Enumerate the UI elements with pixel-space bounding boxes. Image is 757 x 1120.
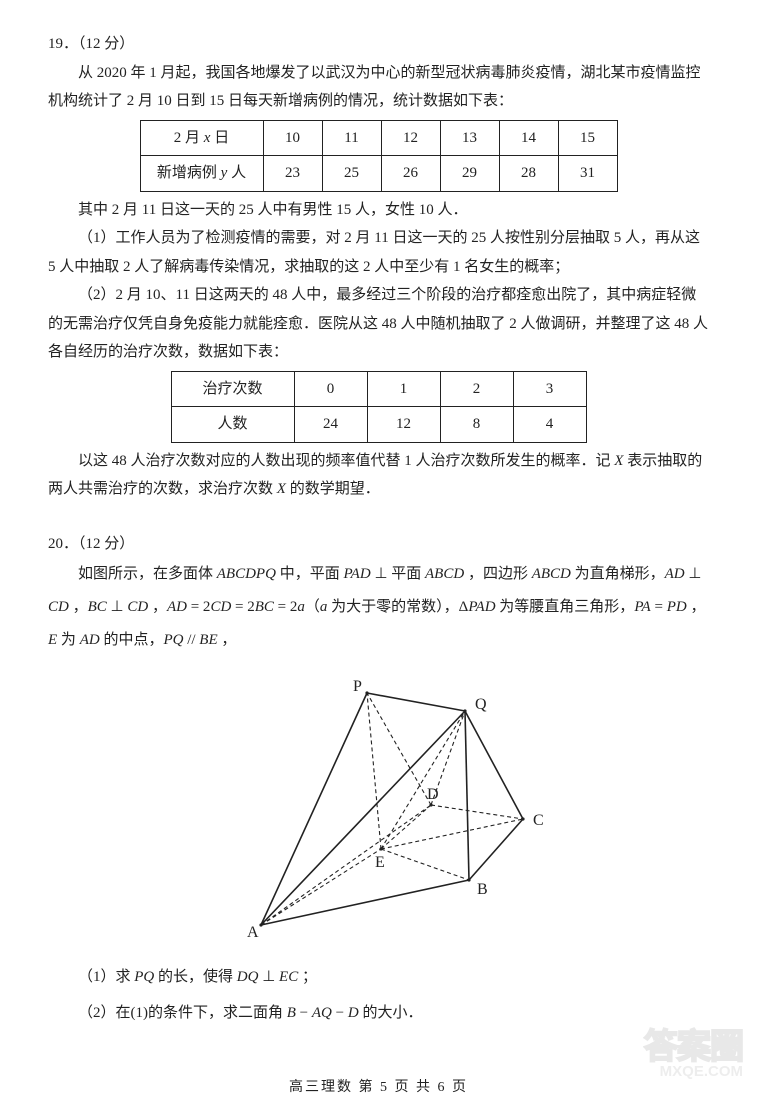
q19-para2: 其中 2 月 11 日这一天的 25 人中有男性 15 人，女性 10 人． xyxy=(48,196,709,225)
t1-r2-c6: 31 xyxy=(558,156,617,192)
q20-points: （12 分） xyxy=(78,536,134,552)
q19-table1: 2 月 x 日 10 11 12 13 14 15 新增病例 y 人 23 25… xyxy=(140,120,618,192)
t1-r1-c2: 11 xyxy=(322,120,381,156)
t1-r1-c1: 10 xyxy=(263,120,322,156)
t2-r2-label: 人数 xyxy=(171,407,294,443)
t1-r2-c2: 25 xyxy=(322,156,381,192)
q19-sub1: （1）工作人员为了检测疫情的需要，对 2 月 11 日这一天的 25 人按性别分… xyxy=(48,224,709,281)
q19-sub2b: 以这 48 人治疗次数对应的人数出现的频率值代替 1 人治疗次数所发生的概率．记… xyxy=(48,447,709,504)
svg-text:P: P xyxy=(353,678,362,695)
t1-r2-c3: 26 xyxy=(381,156,440,192)
t2-r2-c2: 12 xyxy=(367,407,440,443)
page-footer: 高三理数 第 5 页 共 6 页 xyxy=(0,1075,757,1102)
q20-number: 20 xyxy=(48,536,63,552)
t2-r2-c1: 24 xyxy=(294,407,367,443)
svg-text:A: A xyxy=(247,924,259,941)
t1-r1-c6: 15 xyxy=(558,120,617,156)
q20-sub2: （2）在(1)的条件下，求二面角 B − AQ − D 的大小． xyxy=(48,999,709,1028)
t1-r1-c4: 13 xyxy=(440,120,499,156)
t2-r1-c1: 0 xyxy=(294,371,367,407)
q19-points: （12 分） xyxy=(78,36,134,52)
watermark-main: 答案圈 xyxy=(593,1032,743,1062)
t2-r1-label: 治疗次数 xyxy=(171,371,294,407)
svg-text:Q: Q xyxy=(475,696,487,713)
q19-para1: 从 2020 年 1 月起，我国各地爆发了以武汉为中心的新型冠状病毒肺炎疫情，湖… xyxy=(48,59,709,116)
t2-r1-c3: 2 xyxy=(440,371,513,407)
question-20: 20．（12 分） 如图所示，在多面体 ABCDPQ 中，平面 PAD ⊥ 平面… xyxy=(48,530,709,1028)
t1-r2-label: 新增病例 y 人 xyxy=(140,156,263,192)
t1-r2-c4: 29 xyxy=(440,156,499,192)
q20-para: 如图所示，在多面体 ABCDPQ 中，平面 PAD ⊥ 平面 ABCD ，四边形… xyxy=(48,558,709,657)
t1-r2-c1: 23 xyxy=(263,156,322,192)
svg-text:E: E xyxy=(375,854,385,871)
q19-sub2a: （2）2 月 10、11 日这两天的 48 人中，最多经过三个阶段的治疗都痊愈出… xyxy=(48,281,709,367)
t2-r2-c4: 4 xyxy=(513,407,586,443)
q20-header: 20．（12 分） xyxy=(48,530,709,559)
t1-r2-c5: 28 xyxy=(499,156,558,192)
q20-sub1: （1）求 PQ 的长，使得 DQ ⊥ EC ； xyxy=(48,963,709,992)
polyhedron-diagram: A E B D C P Q xyxy=(169,663,589,948)
t1-r1-c3: 12 xyxy=(381,120,440,156)
q19-number: 19 xyxy=(48,36,63,52)
q19-table2: 治疗次数 0 1 2 3 人数 24 12 8 4 xyxy=(171,371,587,443)
t2-r1-c4: 3 xyxy=(513,371,586,407)
q20-figure: A E B D C P Q xyxy=(48,663,709,959)
svg-text:D: D xyxy=(427,786,439,803)
t1-r1-c5: 14 xyxy=(499,120,558,156)
svg-text:C: C xyxy=(533,812,544,829)
t1-r1-label: 2 月 x 日 xyxy=(140,120,263,156)
question-19: 19．（12 分） 从 2020 年 1 月起，我国各地爆发了以武汉为中心的新型… xyxy=(48,30,709,504)
q19-header: 19．（12 分） xyxy=(48,30,709,59)
t2-r2-c3: 8 xyxy=(440,407,513,443)
svg-text:B: B xyxy=(477,881,488,898)
t2-r1-c2: 1 xyxy=(367,371,440,407)
